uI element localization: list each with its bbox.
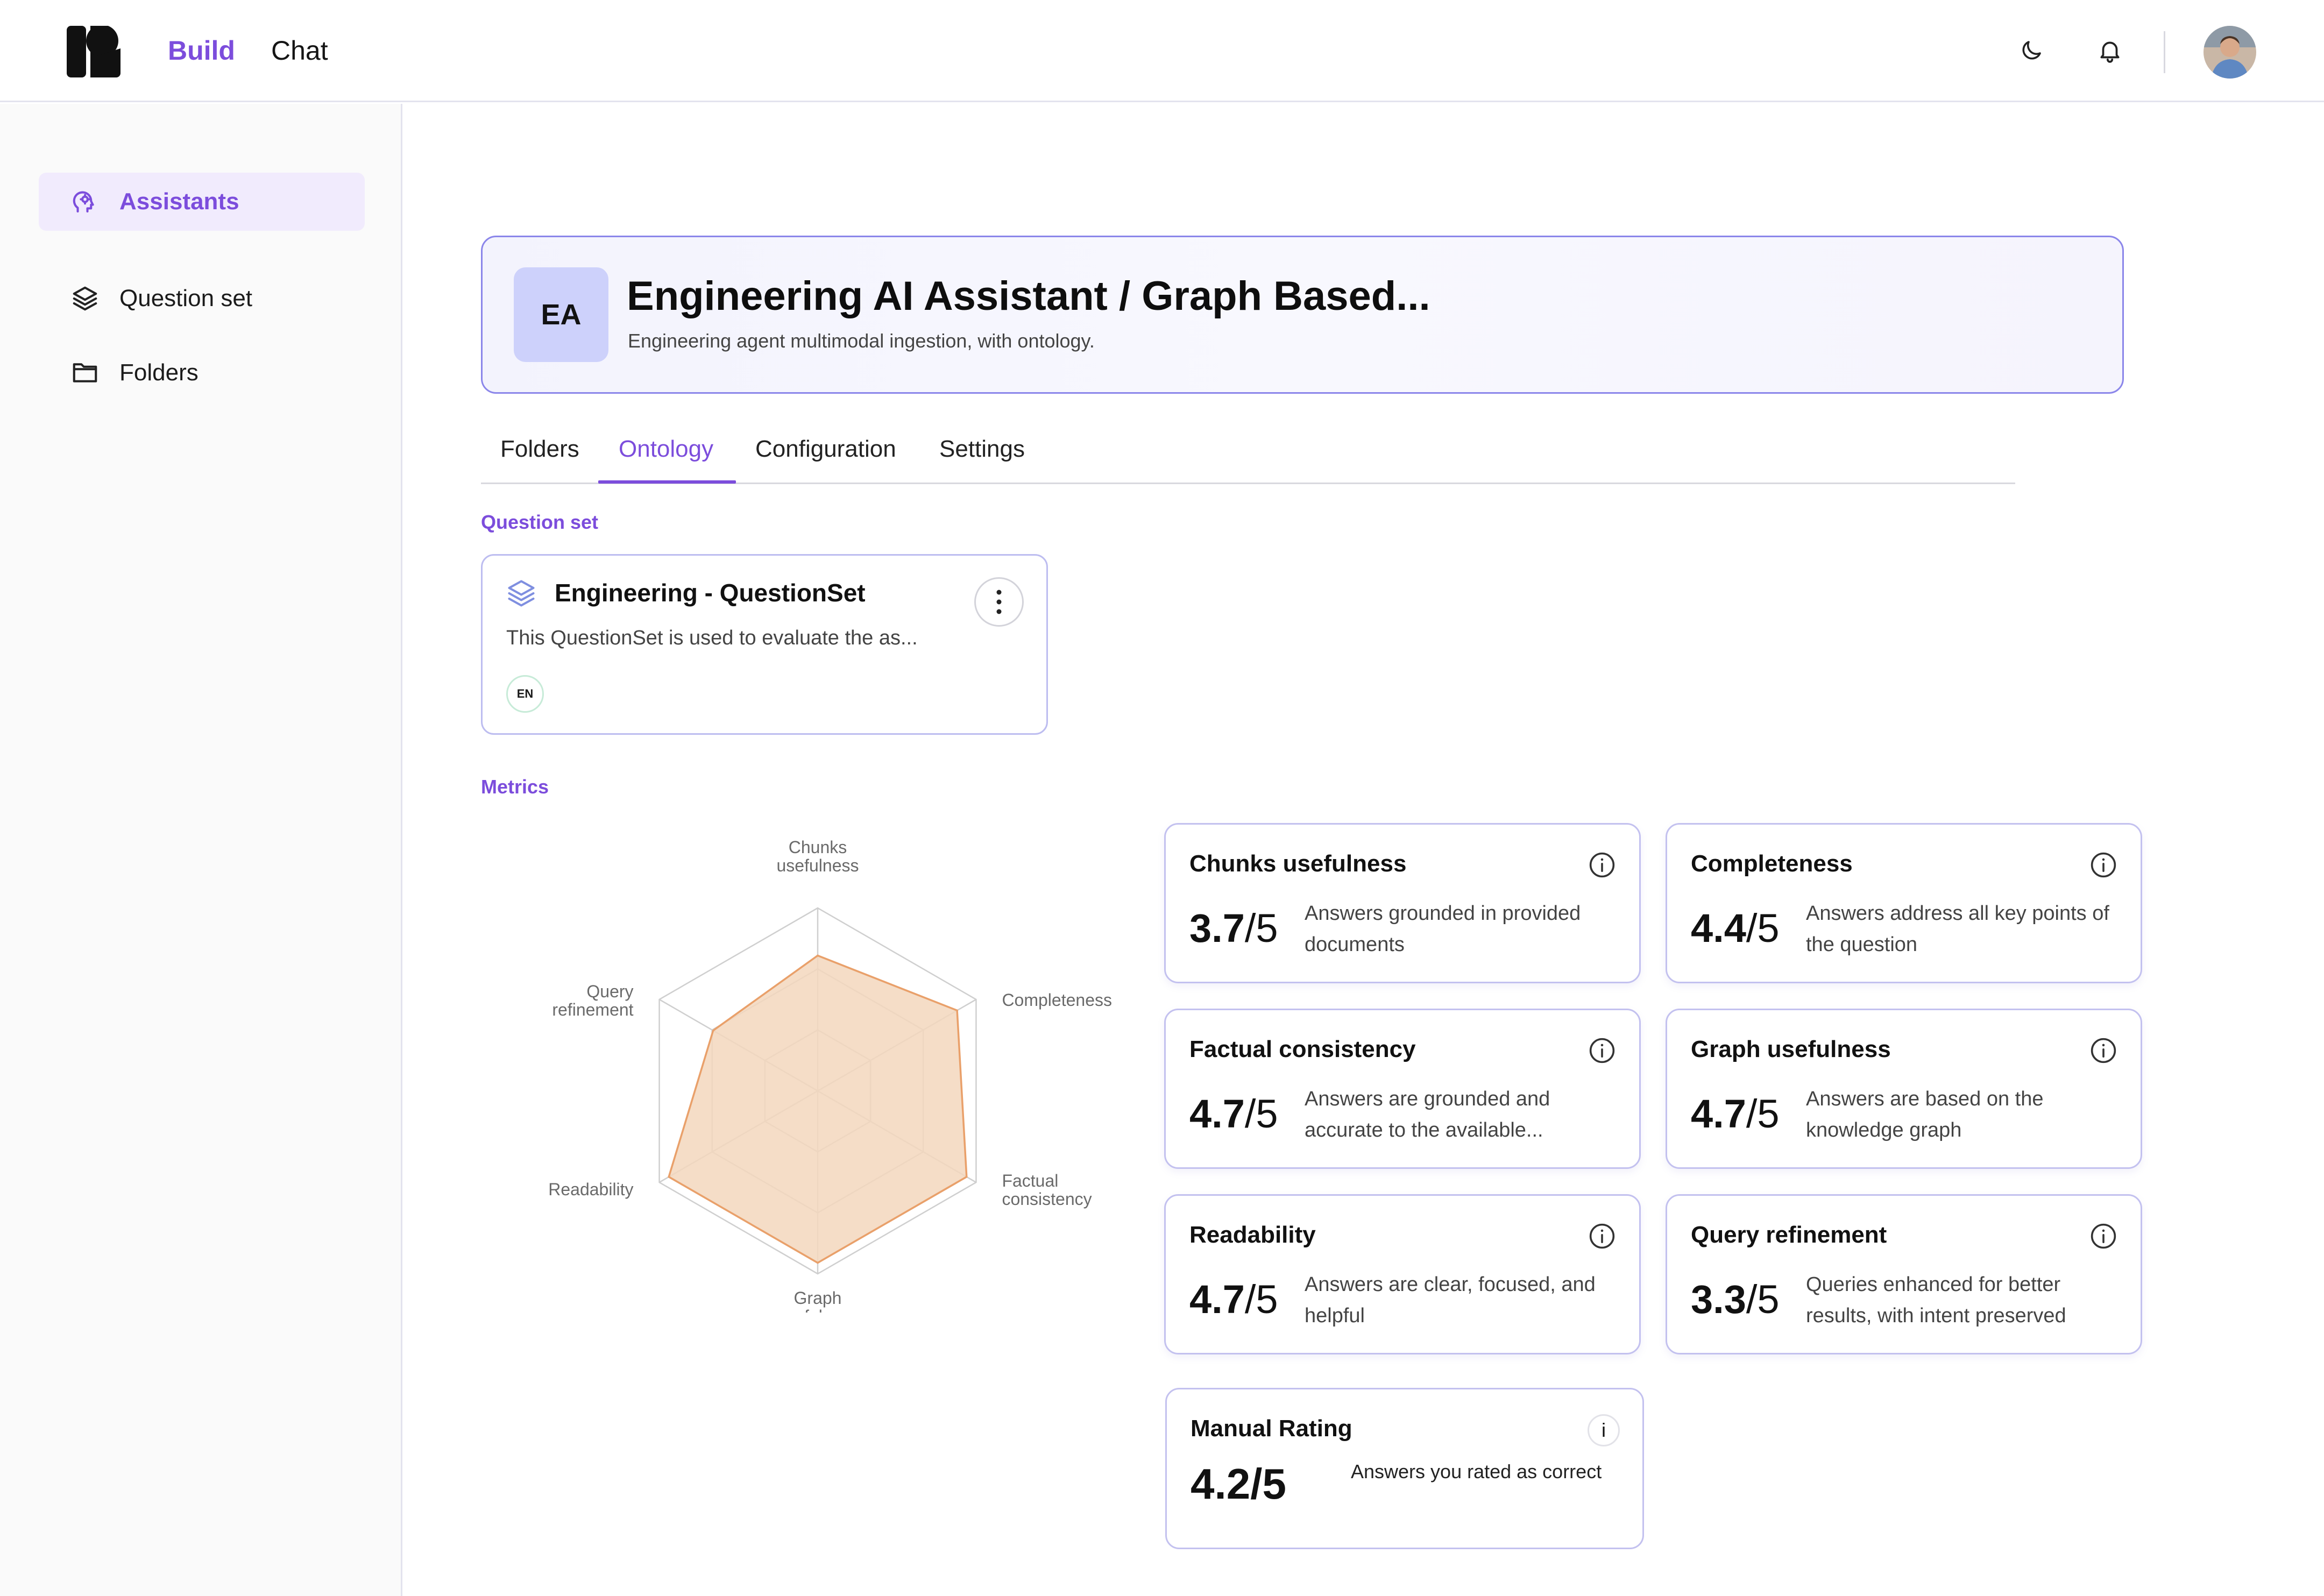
metric-description: Answers grounded in provided documents [1305,902,1581,956]
page-title: Engineering AI Assistant / Graph Based..… [627,273,1430,319]
question-set-description: This QuestionSet is used to evaluate the… [506,627,918,649]
info-icon[interactable] [2089,850,2118,879]
top-header: Build Chat [0,0,2324,102]
radar-axis-label: usefulness [777,1307,859,1313]
metric-card-completeness: Completeness 4.4/5 Answers address all k… [1666,823,2142,983]
metric-title: Factual consistency [1189,1036,1416,1062]
radar-axis-label: Graph [794,1288,842,1308]
metric-title: Query refinement [1691,1222,1887,1248]
metric-score: 3.3/5 [1691,1277,1780,1322]
avatar[interactable] [2203,26,2256,79]
sidebar-item-assistants[interactable]: Assistants [39,173,365,231]
sidebar-item-label: Assistants [119,188,239,215]
metric-card-factual-consistency: Factual consistency 4.7/5 Answers are gr… [1164,1009,1641,1169]
metric-score: 4.4/5 [1691,906,1780,950]
question-set-card[interactable]: Engineering - QuestionSet This QuestionS… [481,554,1048,735]
bell-icon[interactable] [2093,33,2127,68]
language-badge: EN [506,675,544,713]
radar-axis-label: Query [586,982,633,1001]
metric-card-readability: Readability 4.7/5 Answers are clear, foc… [1164,1194,1641,1354]
metric-description: Answers are based on the knowledge graph [1806,1088,2044,1141]
moon-icon[interactable] [2014,33,2049,68]
tab-folders[interactable]: Folders [500,436,579,462]
nav-build[interactable]: Build [168,36,235,66]
metric-description: Answers are grounded and accurate to the… [1305,1088,1550,1141]
tab-ontology[interactable]: Ontology [619,436,714,462]
question-set-section-label: Question set [481,511,599,533]
sidebar-item-folders[interactable]: Folders [39,344,365,402]
info-icon[interactable] [1588,1222,1617,1251]
radar-data-area [668,954,968,1264]
metric-card-graph-usefulness: Graph usefulness 4.7/5 Answers are based… [1666,1009,2142,1169]
assistant-avatar: EA [514,267,608,362]
metric-score: 4.7/5 [1189,1091,1278,1136]
info-icon[interactable]: i [1588,1414,1620,1446]
active-tab-indicator [598,480,736,484]
manual-rating-title: Manual Rating [1191,1415,1352,1442]
metric-description: Queries enhanced for better results, wit… [1806,1273,2066,1327]
info-icon[interactable] [2089,1036,2118,1065]
metric-description: Answers are clear, focused, and helpful [1305,1273,1596,1327]
logo-icon[interactable] [67,26,121,77]
assistant-subtitle: Engineering agent multimodal ingestion, … [628,330,1095,352]
sidebar: Assistants Question set Folders [0,104,402,1596]
metrics-section-label: Metrics [481,776,549,798]
radar-axis-label: Factual [1002,1171,1058,1190]
info-icon[interactable] [2089,1222,2118,1251]
metric-score: 4.7/5 [1691,1091,1780,1136]
radar-axis-label: Completeness [1002,990,1112,1010]
manual-rating-description: Answers you rated as correct [1351,1460,1602,1482]
metric-title: Completeness [1691,850,1853,877]
assistant-head-icon [69,186,101,218]
sidebar-item-question-set[interactable]: Question set [39,269,365,328]
radar-axis-label: usefulness [777,856,859,875]
kebab-menu-icon [996,590,1002,614]
manual-rating-card: Manual Rating i 4.2/5 Answers you rated … [1165,1388,1644,1549]
question-set-title: Engineering - QuestionSet [555,579,866,607]
layers-icon [508,580,535,607]
metrics-radar-chart: ChunksusefulnessCompletenessFactualconsi… [548,839,1112,1313]
metric-score: 3.7/5 [1189,906,1278,950]
nav-chat[interactable]: Chat [271,36,328,66]
metric-description: Answers address all key points of the qu… [1806,902,2109,956]
metric-title: Chunks usefulness [1189,850,1407,877]
tab-configuration[interactable]: Configuration [755,436,896,462]
folder-icon [69,357,101,389]
metric-card-query-refinement: Query refinement 3.3/5 Queries enhanced … [1666,1194,2142,1354]
info-icon[interactable] [1588,850,1617,879]
metric-title: Readability [1189,1222,1316,1248]
assistant-card: EA Engineering AI Assistant / Graph Base… [481,236,2124,394]
radar-axis-label: consistency [1002,1189,1092,1209]
metric-card-chunks-usefulness: Chunks usefulness 3.7/5 Answers grounded… [1164,823,1641,983]
manual-rating-score: 4.2/5 [1191,1460,1286,1508]
info-icon[interactable] [1588,1036,1617,1065]
tab-bar: Folders Ontology Configuration Settings [481,420,2015,484]
metric-score: 4.7/5 [1189,1277,1278,1322]
radar-axis-label: Readability [548,1180,633,1199]
metric-title: Graph usefulness [1691,1036,1891,1062]
radar-axis-label: refinement [552,1000,633,1019]
more-options-button[interactable] [974,577,1024,627]
layers-icon [69,282,101,315]
sidebar-item-label: Folders [119,359,199,386]
radar-axis-label: Chunks [789,839,847,857]
header-divider [2164,31,2165,73]
tab-settings[interactable]: Settings [939,436,1025,462]
sidebar-item-label: Question set [119,285,253,311]
